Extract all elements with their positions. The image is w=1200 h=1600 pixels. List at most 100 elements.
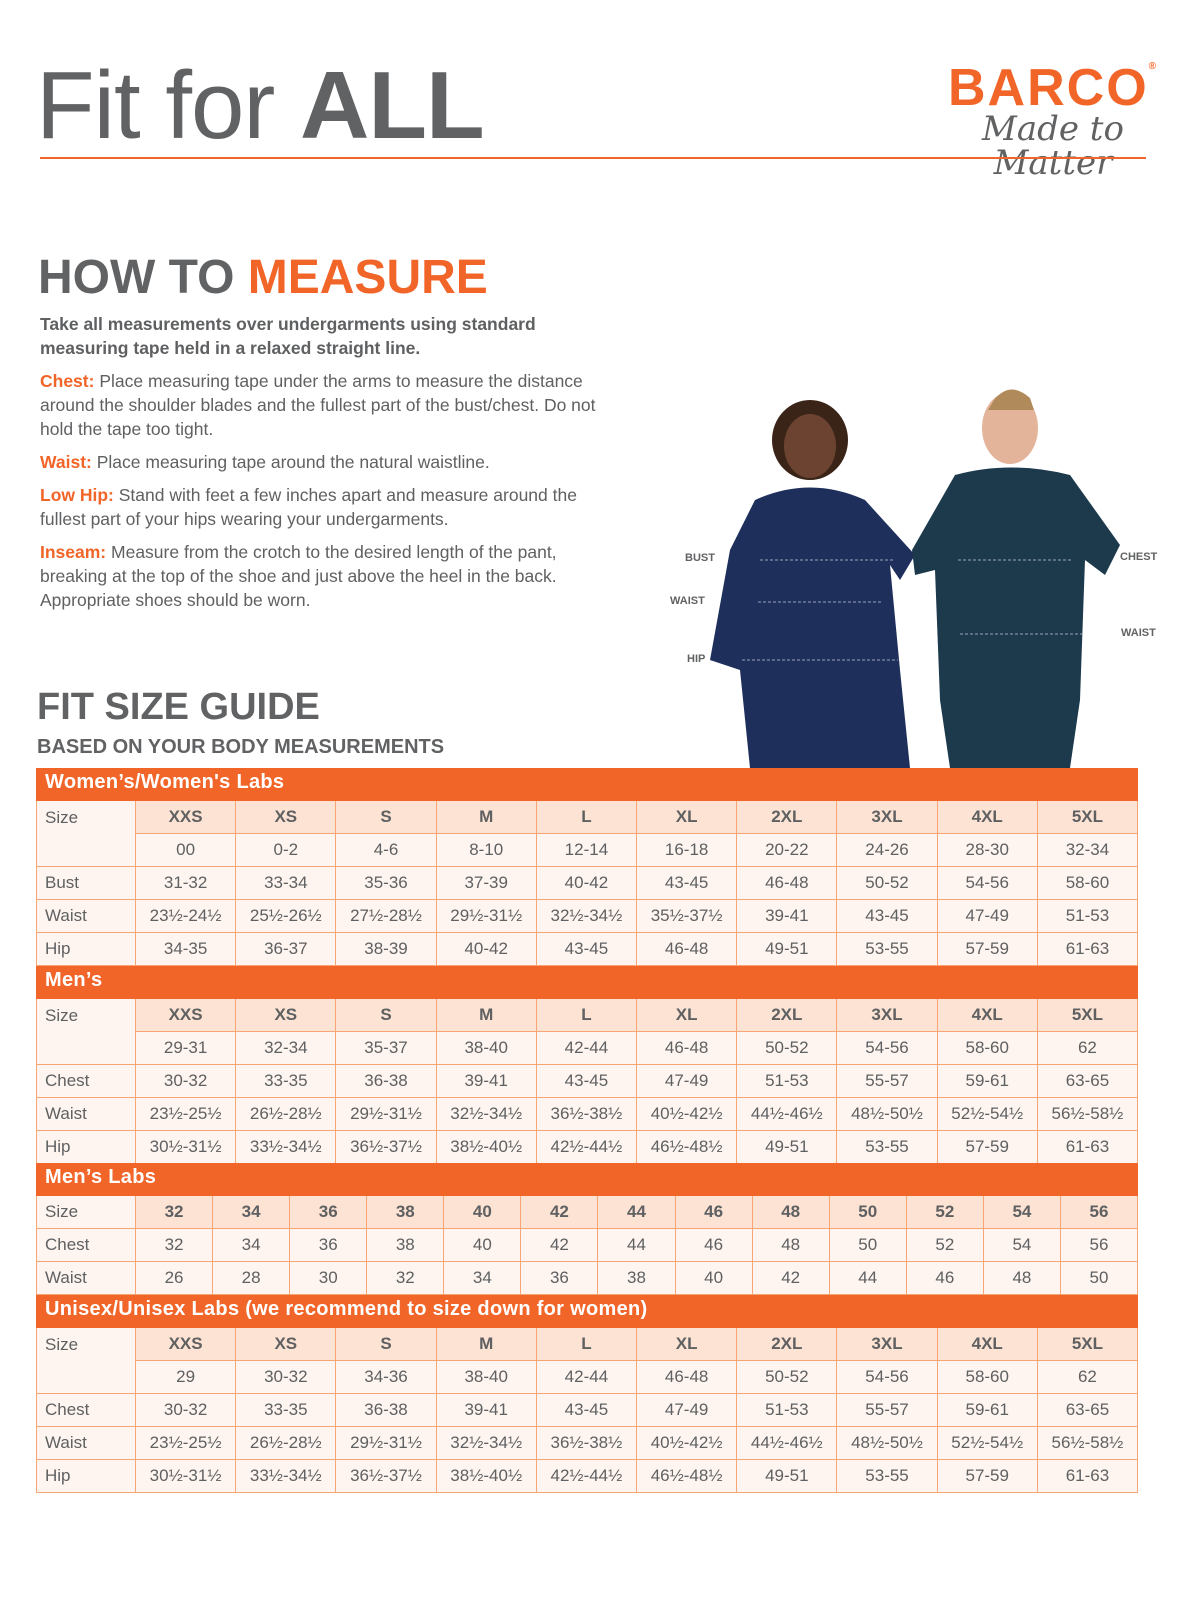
table-row: Hip 30½-31½ 33½-34½ 36½-37½ 38½-40½ 42½-44½ 46… [36,1131,1139,1164]
value-cell: 36-37 [236,933,337,966]
value-cell: 49-51 [737,1460,838,1493]
size-cell: 5XL [1037,801,1139,834]
size-cell: 36 [290,1196,368,1229]
table-row: Hip 34-35 36-37 38-39 40-42 43-45 46-48 49-51 53… [36,933,1139,966]
value-cell: 57-59 [937,1131,1038,1164]
row-label: Waist [36,1427,136,1460]
alt-size-cell: 00 [136,834,237,867]
value-cell: 30 [290,1262,368,1295]
row-label: Size [36,1196,136,1229]
alt-size-cell: 8-10 [436,834,537,867]
value-cell: 29½-31½ [336,1098,437,1131]
alt-size-cell: 16-18 [637,834,738,867]
value-cell: 63-65 [1037,1065,1139,1098]
size-cell: 44 [598,1196,676,1229]
row-label: Hip [36,933,136,966]
value-cell: 39-41 [737,900,838,933]
size-cell: 42 [521,1196,599,1229]
value-cell: 35-36 [336,867,437,900]
alt-size-cell: 50-52 [737,1032,838,1065]
size-row: Size XXS XS S M L XL 2XL 3XL 4XL 5XL [36,1328,1139,1361]
value-cell: 47-49 [637,1065,738,1098]
alt-size-cell: 0-2 [236,834,337,867]
table-title: Unisex/Unisex Labs (we recommend to size… [36,1295,1138,1328]
value-cell: 34 [213,1229,291,1262]
size-cell: 4XL [937,801,1038,834]
size-cell: 4XL [937,1328,1038,1361]
value-cell: 36½-37½ [336,1131,437,1164]
alt-size-cell: 4-6 [336,834,437,867]
value-cell: 61-63 [1037,1131,1139,1164]
hip-label: HIP [687,653,706,665]
size-cell: M [436,999,537,1032]
table-title: Men’s Labs [36,1163,1138,1196]
value-cell: 50-52 [837,867,938,900]
value-cell: 53-55 [837,1460,938,1493]
row-label-blank [36,1032,136,1065]
value-cell: 23½-25½ [136,1427,237,1460]
size-cell: 3XL [837,801,938,834]
size-cell: 3XL [837,999,938,1032]
value-cell: 57-59 [937,1460,1038,1493]
value-cell: 36½-38½ [536,1098,638,1131]
value-cell: 40½-42½ [637,1098,738,1131]
value-cell: 48½-50½ [837,1427,938,1460]
value-cell: 29½-31½ [336,1427,437,1460]
value-cell: 40-42 [436,933,537,966]
value-cell: 56½-58½ [1037,1427,1139,1460]
size-cell: XL [637,1328,738,1361]
value-cell: 44 [598,1229,676,1262]
size-cell: 34 [213,1196,291,1229]
row-label: Size [36,801,136,834]
value-cell: 33-34 [236,867,337,900]
alt-size-cell: 46-48 [637,1032,738,1065]
value-cell: 42½-44½ [536,1460,638,1493]
row-label: Chest [36,1229,136,1262]
alt-size-cell: 29 [136,1361,237,1394]
value-cell: 43-45 [837,900,938,933]
row-label: Hip [36,1131,136,1164]
value-cell: 46½-48½ [637,1460,738,1493]
table-row: Waist 26 28 30 32 34 36 38 40 42 44 46 48 50 [36,1262,1139,1295]
value-cell: 52 [906,1229,984,1262]
alt-size-cell: 62 [1037,1032,1139,1065]
alt-size-row: 29 30-32 34-36 38-40 42-44 46-48 50-52 54-56 58-… [36,1361,1139,1394]
alt-size-cell: 38-40 [436,1032,537,1065]
value-cell: 32½-34½ [436,1427,537,1460]
value-cell: 44½-46½ [737,1098,838,1131]
value-cell: 33-35 [236,1065,337,1098]
size-cell: 50 [829,1196,907,1229]
value-cell: 28 [213,1262,291,1295]
table-row: Chest 30-32 33-35 36-38 39-41 43-45 47-49 51-53… [36,1394,1139,1427]
alt-size-cell: 32-34 [236,1032,337,1065]
value-cell: 44 [829,1262,907,1295]
alt-size-cell: 46-48 [637,1361,738,1394]
size-cell: 52 [906,1196,984,1229]
chest-label: CHEST [1120,551,1158,563]
fit-size-guide-heading: FIT SIZE GUIDE [37,686,320,728]
value-cell: 56½-58½ [1037,1098,1139,1131]
row-label: Hip [36,1460,136,1493]
table-row: Waist 23½-25½ 26½-28½ 29½-31½ 32½-34½ 36½-38½… [36,1098,1139,1131]
value-cell: 46-48 [737,867,838,900]
size-cell: 38 [367,1196,445,1229]
alt-size-cell: 42-44 [536,1361,638,1394]
value-cell: 32 [367,1262,445,1295]
size-cell: L [536,801,638,834]
alt-size-cell: 42-44 [536,1032,638,1065]
alt-size-row: 29-31 32-34 35-37 38-40 42-44 46-48 50-52 54-56… [36,1032,1139,1065]
size-cell: 4XL [937,999,1038,1032]
alt-size-cell: 32-34 [1037,834,1139,867]
value-cell: 36½-37½ [336,1460,437,1493]
instruction-chest: Chest: Place measuring tape under the ar… [40,371,596,439]
size-cell: 5XL [1037,1328,1139,1361]
value-cell: 36-38 [336,1394,437,1427]
value-cell: 32½-34½ [536,900,638,933]
size-cell: L [536,999,638,1032]
alt-size-cell: 29-31 [136,1032,237,1065]
value-cell: 40-42 [536,867,638,900]
models-photo [710,389,1120,768]
size-cell: 40 [444,1196,522,1229]
value-cell: 27½-28½ [336,900,437,933]
instruction-inseam: Inseam: Measure from the crotch to the d… [40,542,557,610]
